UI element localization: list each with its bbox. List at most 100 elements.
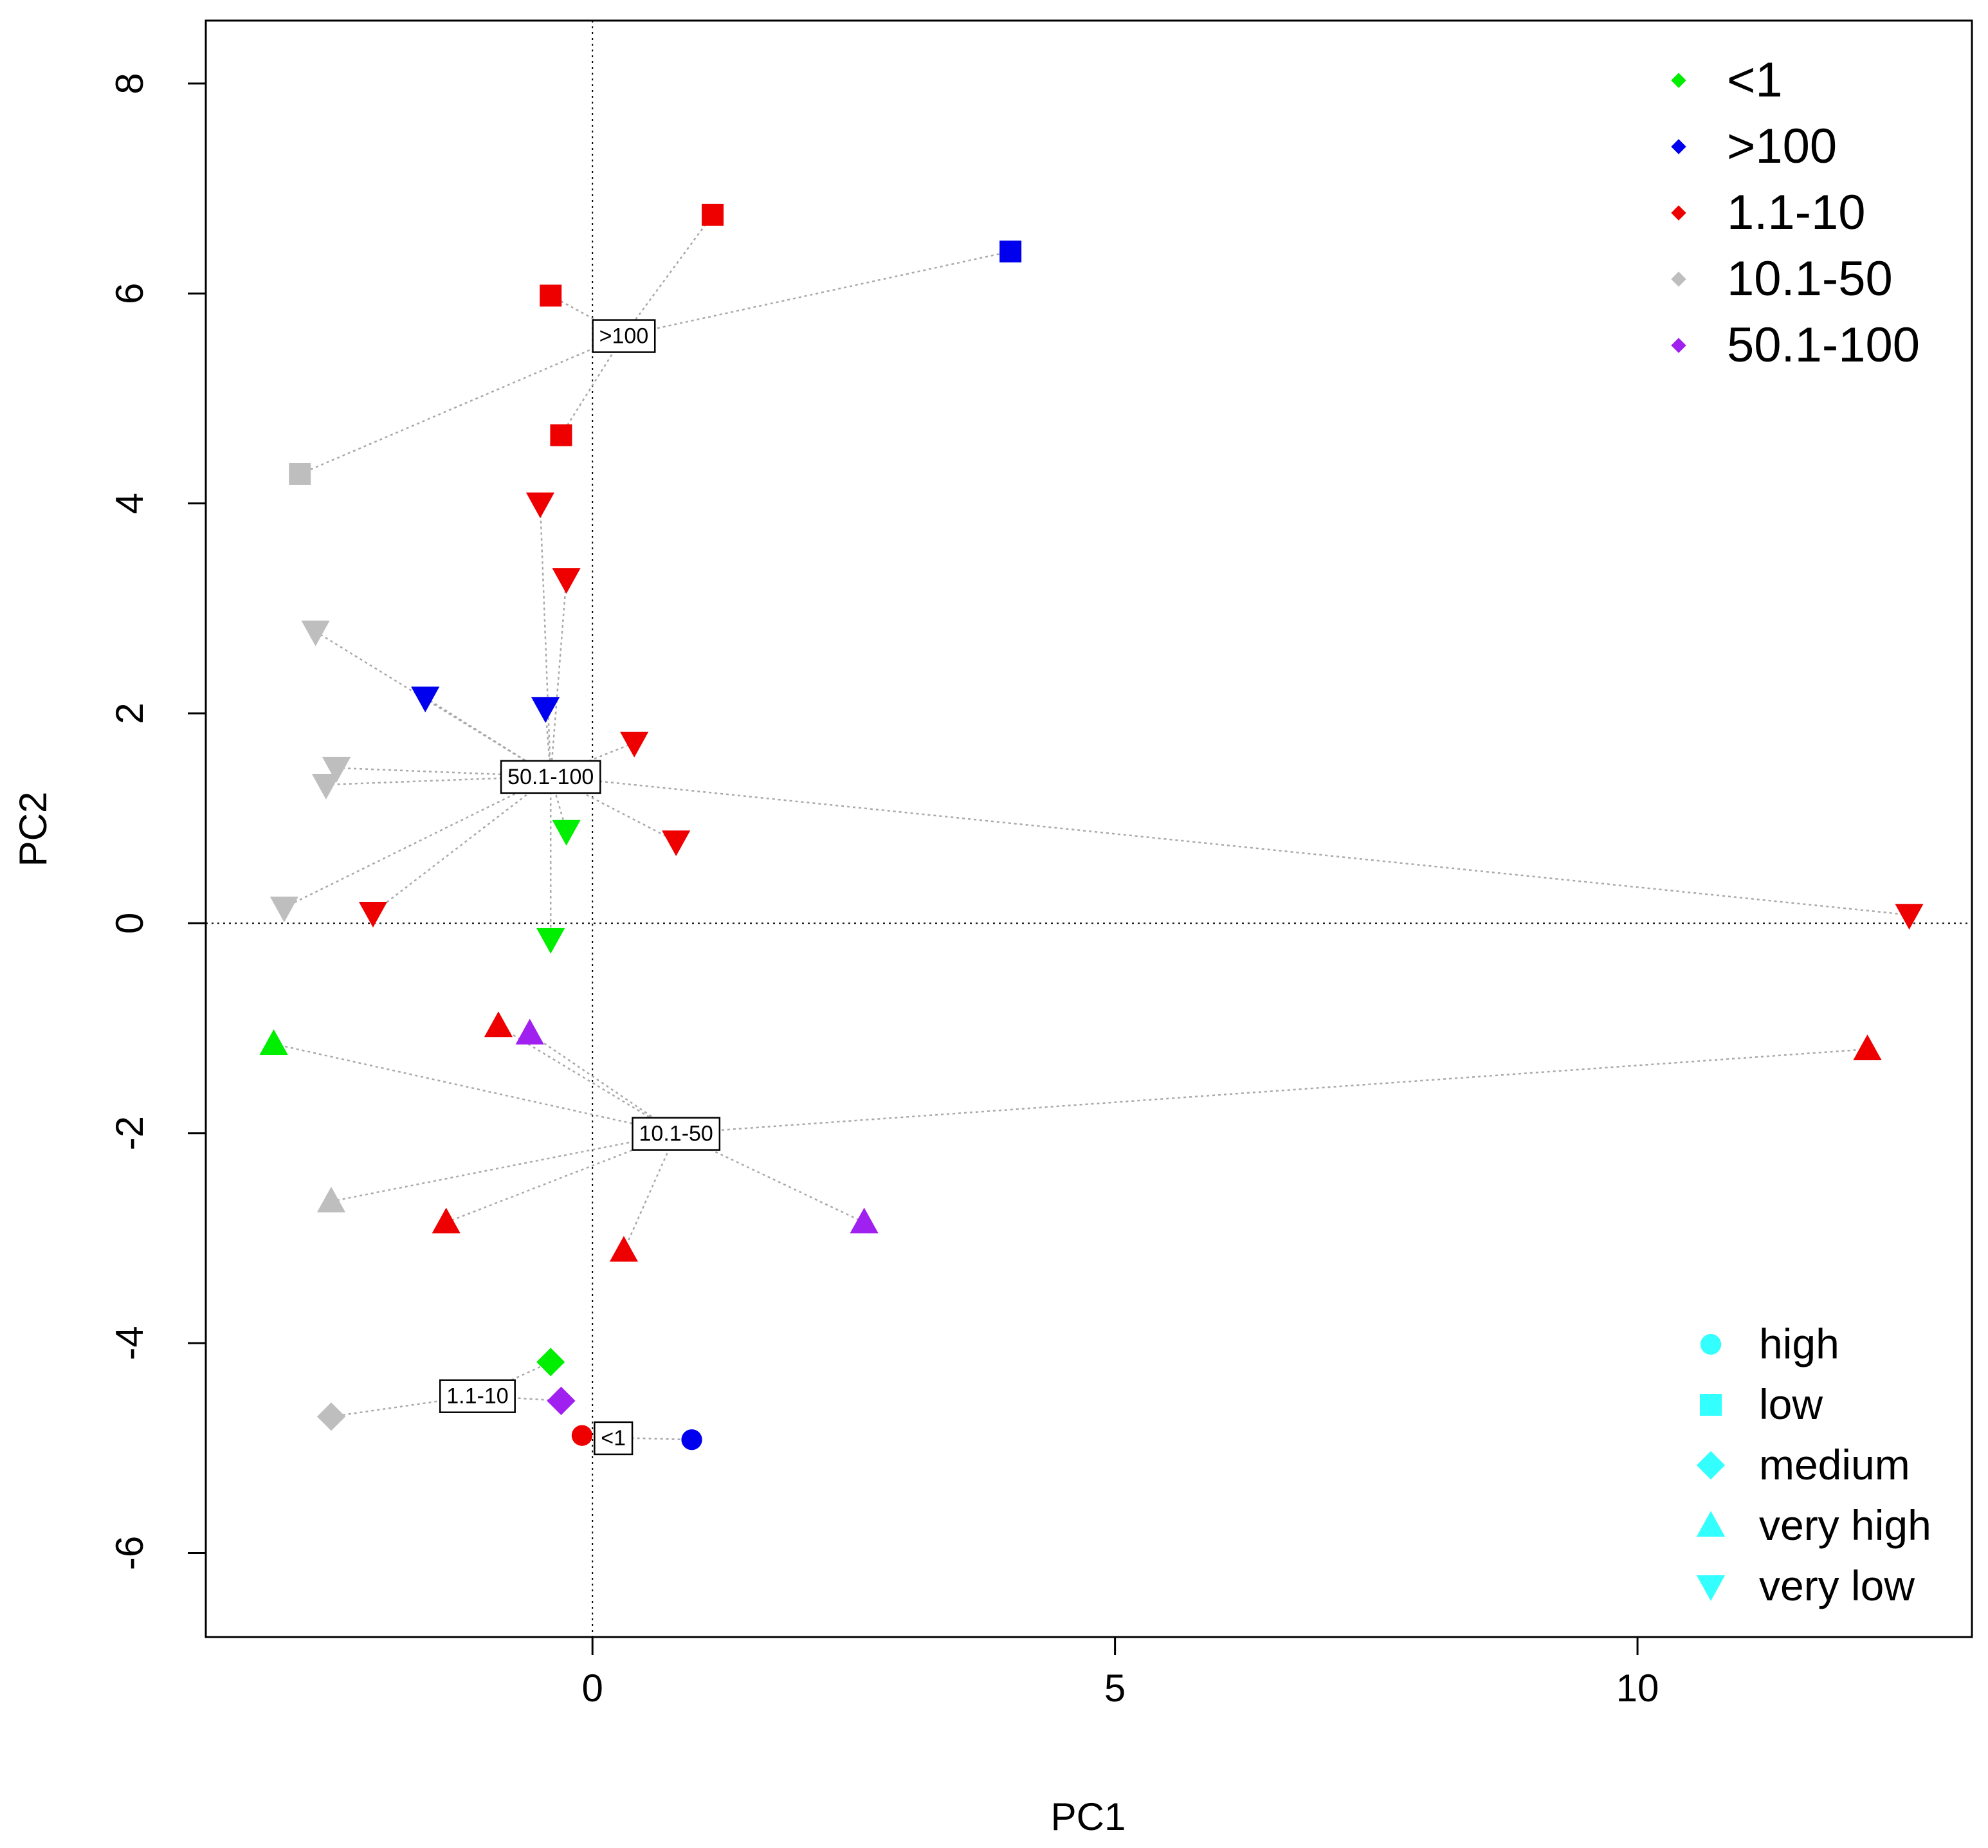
connector-line [623, 1133, 677, 1251]
group-label-lt1: <1 [594, 1421, 634, 1456]
x-tick-label: 10 [1616, 1667, 1659, 1710]
shape-legend-item-low: low [1700, 1380, 1823, 1428]
group-label-1-1-10: 1.1-10 [439, 1379, 516, 1413]
shape-legend-label: medium [1759, 1441, 1910, 1488]
y-axis-label: PC2 [12, 792, 55, 867]
y-tick-label: -4 [108, 1326, 151, 1360]
point-1-1-10-square [550, 424, 572, 446]
point-1-1-10-triangle-up [609, 1236, 639, 1262]
shape-legend-label: very low [1759, 1562, 1915, 1609]
shape-legend-label: low [1759, 1380, 1823, 1428]
x-axis: 0 5 10 [582, 1636, 1659, 1710]
y-tick-label: 4 [108, 493, 151, 514]
point-1-1-10-square [540, 284, 562, 307]
group-label-10-1-50: 10.1-50 [632, 1117, 721, 1151]
shape-legend-item-very-high: very high [1696, 1501, 1931, 1549]
connector-line [529, 1032, 677, 1134]
point-gt100-square [999, 241, 1022, 262]
x-tick-label: 5 [1104, 1667, 1126, 1710]
y-tick-label: 2 [108, 702, 151, 724]
group-label-text: 10.1-50 [639, 1122, 713, 1146]
point-lt1-triangle-down [536, 928, 565, 954]
point-10-1-50-triangle-down [269, 896, 298, 922]
point-1-1-10-triangle-down [358, 902, 388, 928]
y-tick-label: 8 [108, 73, 151, 94]
point-gt100-triangle-down [531, 697, 560, 723]
connector-line [336, 767, 551, 778]
point-1-1-10-triangle-up [432, 1207, 461, 1234]
shape-legend-label: high [1759, 1320, 1839, 1368]
connector-line [676, 1048, 1868, 1134]
group-label-box [592, 319, 656, 353]
point-50-1-100-triangle-up [850, 1207, 879, 1234]
connector-line [623, 214, 714, 336]
point-1-1-10-triangle-down [525, 492, 555, 518]
y-axis: -6 -4 -2 0 2 4 6 8 [108, 73, 207, 1570]
group-label-box [439, 1379, 516, 1413]
point-10-1-50-triangle-down [311, 773, 340, 800]
connector-line [623, 250, 1011, 336]
connector-line [372, 775, 551, 914]
group-label-box [500, 760, 601, 794]
reference-lines [206, 21, 1972, 1637]
shape-legend-symbol [1700, 1394, 1722, 1416]
connector-line [273, 1043, 677, 1134]
connector-line [446, 1132, 677, 1223]
shape-legend-item-high: high [1700, 1320, 1839, 1368]
point-10-1-50-triangle-down [322, 756, 351, 783]
connector-line [560, 334, 625, 436]
connector-line [331, 1132, 677, 1203]
shape-legend-item-medium: medium [1696, 1441, 1910, 1488]
point-1-1-10-triangle-down [662, 830, 691, 857]
point-1-1-10-circle [571, 1425, 593, 1446]
point-gt100-circle [681, 1429, 702, 1450]
shape-legend-label: very high [1759, 1501, 1931, 1549]
shape-legend-symbol [1696, 1450, 1726, 1480]
connector-line [539, 503, 552, 776]
group-label-text: 50.1-100 [507, 765, 594, 789]
group-label-50-1-100: 50.1-100 [500, 760, 601, 794]
point-50-1-100-triangle-up [515, 1018, 544, 1045]
connector-line [550, 295, 625, 336]
point-1-1-10-square [702, 203, 724, 226]
color-legend: <1 >100 1.1-10 10.1-50 50.1-100 [1671, 53, 1920, 372]
group-label-text: >100 [599, 324, 649, 349]
point-1-1-10-triangle-down [1895, 904, 1924, 930]
color-legend-swatch [1671, 73, 1686, 88]
color-legend-item-gt100: >100 [1671, 119, 1837, 174]
y-tick-label: -6 [108, 1536, 151, 1570]
color-legend-item-10-1-50: 10.1-50 [1671, 252, 1893, 306]
point-10-1-50-square [289, 462, 311, 485]
color-legend-item-lt1: <1 [1671, 53, 1783, 107]
color-legend-label: 1.1-10 [1727, 185, 1866, 240]
color-legend-swatch [1671, 271, 1686, 287]
color-legend-swatch [1671, 205, 1686, 221]
color-legend-label: 50.1-100 [1727, 318, 1920, 372]
group-label-text: 1.1-10 [446, 1384, 508, 1409]
group-label-text: <1 [601, 1426, 626, 1450]
connector-line [299, 334, 625, 475]
y-tick-label: 0 [108, 913, 151, 934]
color-legend-label: <1 [1727, 53, 1783, 107]
group-label-gt100: >100 [592, 319, 656, 353]
group-label-box [594, 1421, 634, 1456]
point-lt1-diamond [536, 1348, 565, 1377]
color-legend-label: 10.1-50 [1727, 252, 1893, 306]
connector-line [549, 579, 567, 777]
shape-legend: high low medium very high very low [1696, 1320, 1931, 1609]
point-lt1-triangle-up [259, 1029, 288, 1056]
point-50-1-100-diamond [547, 1386, 576, 1415]
point-10-1-50-diamond [316, 1402, 346, 1431]
color-legend-swatch [1671, 139, 1686, 154]
point-gt100-triangle-down [411, 686, 440, 713]
point-1-1-10-triangle-down [552, 568, 581, 594]
x-axis-label: PC1 [1051, 1795, 1126, 1838]
point-1-1-10-triangle-down [620, 731, 649, 758]
group-connectors [273, 214, 1910, 1441]
point-10-1-50-triangle-up [316, 1186, 346, 1212]
shape-legend-symbol [1696, 1575, 1726, 1601]
y-tick-label: 6 [108, 283, 151, 304]
point-10-1-50-triangle-down [301, 620, 330, 646]
x-tick-label: 0 [582, 1667, 603, 1710]
group-label-box [632, 1117, 721, 1151]
